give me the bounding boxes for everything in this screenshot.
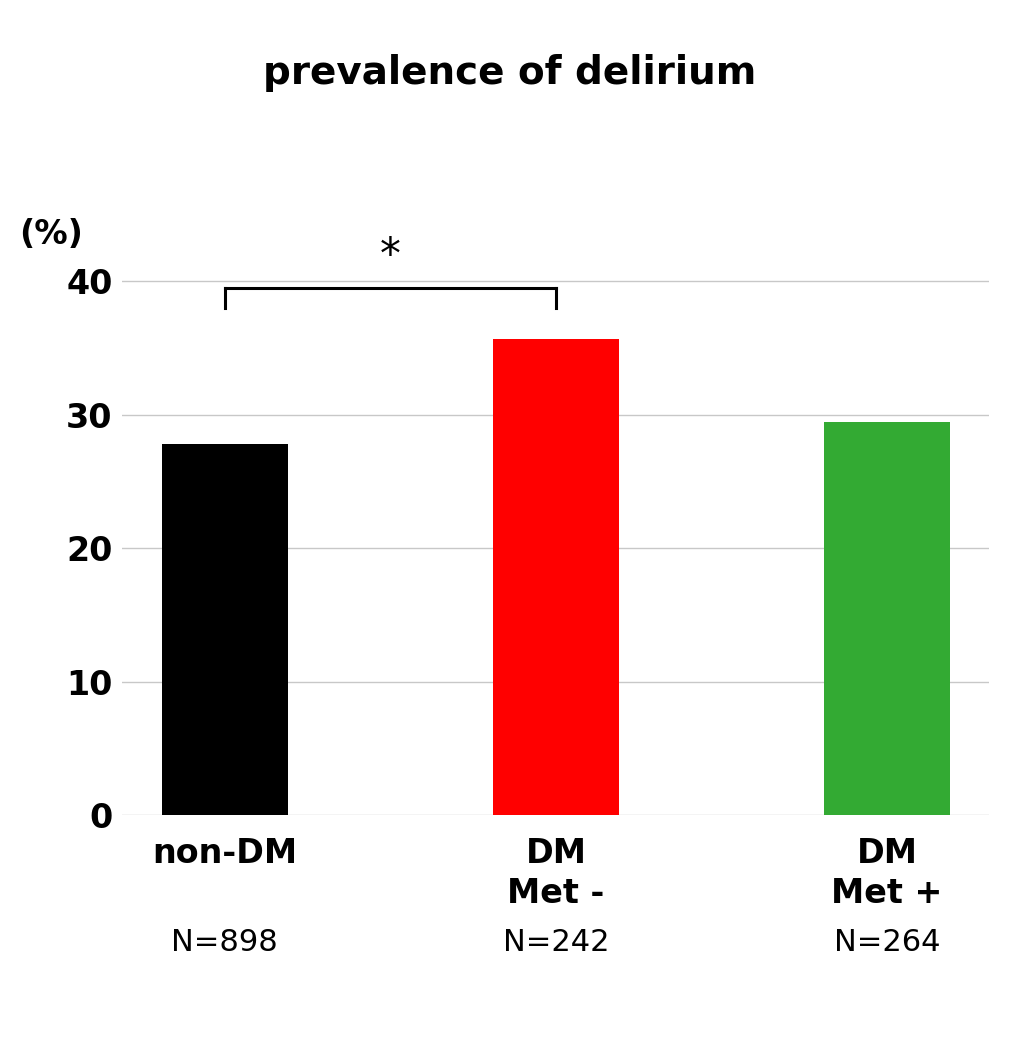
Bar (823, 421, 949, 815)
Text: (%): (%) (19, 218, 84, 251)
Bar (492, 339, 619, 815)
Text: *: * (379, 235, 400, 278)
Text: N=242: N=242 (502, 929, 608, 957)
Bar (162, 444, 287, 815)
Text: N=898: N=898 (171, 929, 278, 957)
Text: prevalence of delirium: prevalence of delirium (263, 54, 756, 92)
Text: N=264: N=264 (833, 929, 940, 957)
